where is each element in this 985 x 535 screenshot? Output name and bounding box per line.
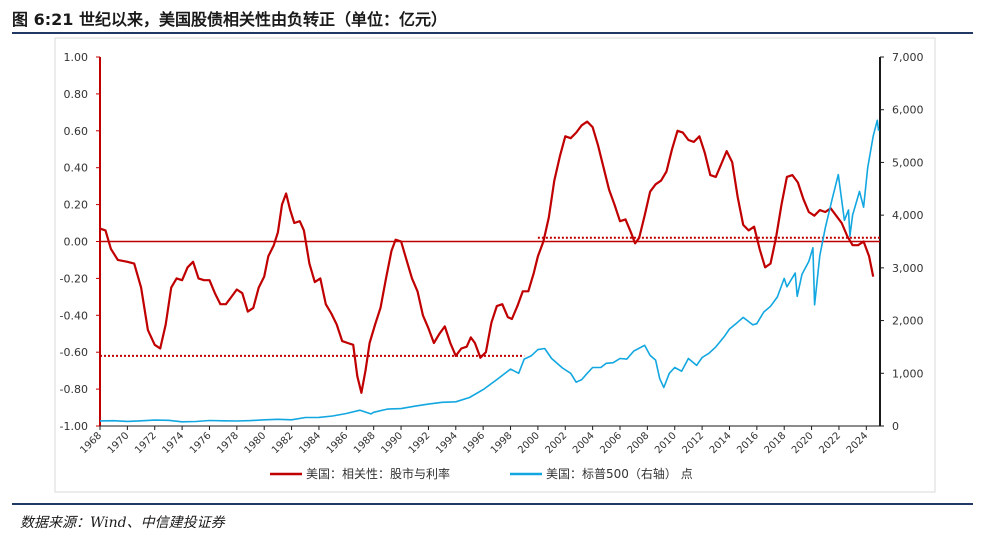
x-tick-label: 1974: [160, 430, 186, 456]
x-tick-label: 1988: [352, 430, 378, 456]
x-tick-label: 2004: [571, 430, 597, 456]
x-tick-label: 2024: [845, 430, 871, 456]
x-tick-label: 2022: [817, 430, 843, 456]
right-tick-label: 5,000: [892, 156, 924, 169]
right-tick-label: 4,000: [892, 209, 924, 222]
x-tick-label: 1970: [106, 430, 132, 456]
left-tick-label: 0.00: [64, 236, 89, 249]
x-tick-label: 2010: [653, 430, 679, 456]
left-tick-label: -0.80: [60, 383, 88, 396]
legend-label-0: 美国：相关性：股市与利率: [306, 466, 450, 481]
left-tick-label: 1.00: [64, 51, 89, 64]
series-line-0: [99, 120, 875, 394]
x-tick-label: 1990: [379, 430, 405, 456]
source-note: 数据来源：Wind、中信建投证券: [20, 515, 225, 531]
x-tick-label: 1984: [297, 430, 323, 456]
left-tick-label: -1.00: [60, 420, 88, 433]
right-tick-label: 2,000: [892, 315, 924, 328]
title-divider: [12, 32, 973, 34]
series-line-1: [99, 119, 880, 423]
chart-title: 图 6:21 世纪以来，美国股债相关性由负转正（单位：亿元）: [12, 10, 447, 29]
series-group: [99, 119, 880, 423]
left-tick-label: 0.80: [64, 88, 89, 101]
left-tick-label: -0.60: [60, 346, 88, 359]
x-tick-label: 2018: [763, 430, 789, 456]
x-tick-label: 1968: [78, 430, 104, 456]
x-tick-label: 1980: [243, 430, 269, 456]
left-tick-label: 0.40: [64, 162, 89, 175]
right-tick-label: 3,000: [892, 262, 924, 275]
x-tick-label: 2000: [516, 430, 542, 456]
left-tick-label: 0.20: [64, 199, 89, 212]
x-tick-label: 2008: [626, 430, 652, 456]
x-tick-label: 1998: [489, 430, 515, 456]
x-tick-label: 2012: [680, 430, 706, 456]
x-tick-label: 1972: [133, 430, 159, 456]
x-tick-label: 1994: [434, 430, 460, 456]
right-tick-label: 0: [892, 420, 899, 433]
x-tick-label: 2016: [735, 430, 761, 456]
left-tick-label: 0.60: [64, 125, 89, 138]
source-divider: [12, 503, 973, 505]
x-tick-label: 1986: [325, 430, 351, 456]
plot-frame: [54, 37, 936, 493]
left-tick-label: -0.20: [60, 272, 88, 285]
legend: 美国：相关性：股市与利率 美国：标普500（右轴） 点: [270, 466, 693, 481]
x-tick-label: 2006: [598, 430, 624, 456]
x-tick-label: 1996: [462, 430, 488, 456]
axes: 1.00 0.80 0.60 0.40 0.20 0.00 -0.20 -0.40 -0.60 -…: [60, 51, 924, 456]
x-tick-label: 1976: [188, 430, 214, 456]
x-tick-label: 1978: [215, 430, 241, 456]
x-tick-label: 1992: [407, 430, 433, 456]
right-tick-label: 6,000: [892, 104, 924, 117]
x-tick-label: 2020: [790, 430, 816, 456]
x-tick-label: 2014: [708, 430, 734, 456]
right-tick-label: 1,000: [892, 367, 924, 380]
legend-label-1: 美国：标普500（右轴） 点: [546, 466, 693, 481]
right-tick-label: 7,000: [892, 51, 924, 64]
x-tick-label: 2002: [544, 430, 570, 456]
x-tick-label: 1982: [270, 430, 296, 456]
left-tick-label: -0.40: [60, 309, 88, 322]
chart: 1.00 0.80 0.60 0.40 0.20 0.00 -0.20 -0.40 -0.60 -…: [54, 37, 936, 493]
